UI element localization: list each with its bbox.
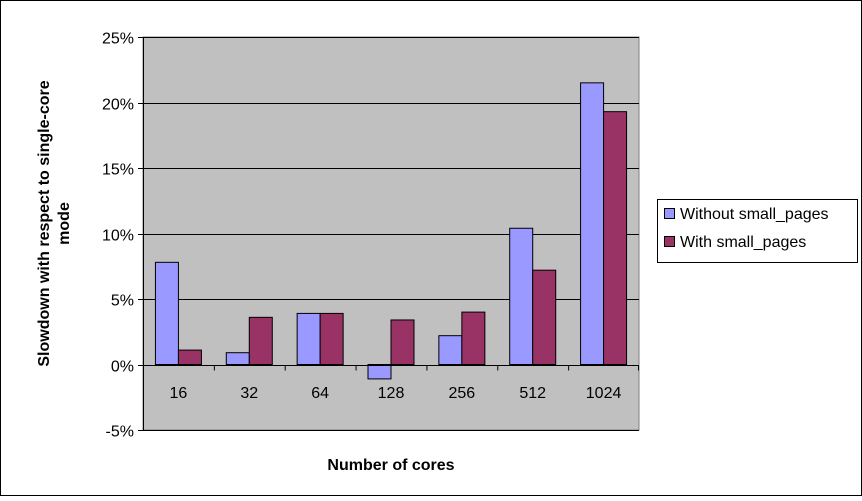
x-tick-label-128: 128 [378,385,405,402]
bar-with-small-pages-1024 [603,111,628,365]
axes [143,37,639,430]
bar-with-small-pages-32 [248,316,273,365]
bar-with-small-pages-64 [319,312,344,366]
bar-without-small-pages-64 [296,312,321,366]
bar-without-small-pages-16 [154,261,179,366]
x-axis-title: Number of cores [327,457,454,474]
y-axis-title: Slowdown with respect to single-core mod… [36,80,73,366]
bar-with-small-pages-128 [390,319,415,365]
bar-without-small-pages-1024 [580,82,605,365]
legend: Without small_pages With small_pages [657,199,858,263]
bar-with-small-pages-512 [532,269,557,365]
y-tick-label: 10% [102,228,134,245]
y-axis-title-line-1: Slowdown with respect to single-core [36,80,53,366]
y-tick-label: 20% [102,97,134,114]
x-tick-label-256: 256 [449,385,476,402]
bar-with-small-pages-16 [177,349,202,365]
legend-label-without-small-pages: Without small_pages [680,206,829,223]
y-axis-title-line-2: mode [56,202,73,245]
y-axis-ticks: -5% 0% 5% 10% 15% 20% 25% [102,31,143,441]
bar-without-small-pages-512 [509,227,534,365]
x-axis-ticks: 16 32 64 128 256 512 1024 [143,365,639,402]
bar-with-small-pages-256 [461,311,486,366]
bar-without-small-pages-128 [367,364,392,380]
y-tick-label: -5% [106,424,134,441]
x-tick-label-16: 16 [170,385,188,402]
legend-swatch-with-small-pages [664,236,675,247]
x-tick-label-64: 64 [311,385,329,402]
legend-swatch-without-small-pages [664,208,675,219]
y-tick-label: 5% [111,293,134,310]
y-tick-label: 0% [111,359,134,376]
x-tick-label-1024: 1024 [586,385,622,402]
x-tick-label-32: 32 [240,385,258,402]
legend-label-with-small-pages: With small_pages [680,234,806,251]
x-tick-label-512: 512 [519,385,546,402]
bar-without-small-pages-32 [225,352,250,365]
y-tick-label: 25% [102,31,134,48]
bars [154,82,628,380]
y-tick-label: 15% [102,162,134,179]
bar-without-small-pages-256 [438,335,463,365]
legend-box [657,199,858,263]
